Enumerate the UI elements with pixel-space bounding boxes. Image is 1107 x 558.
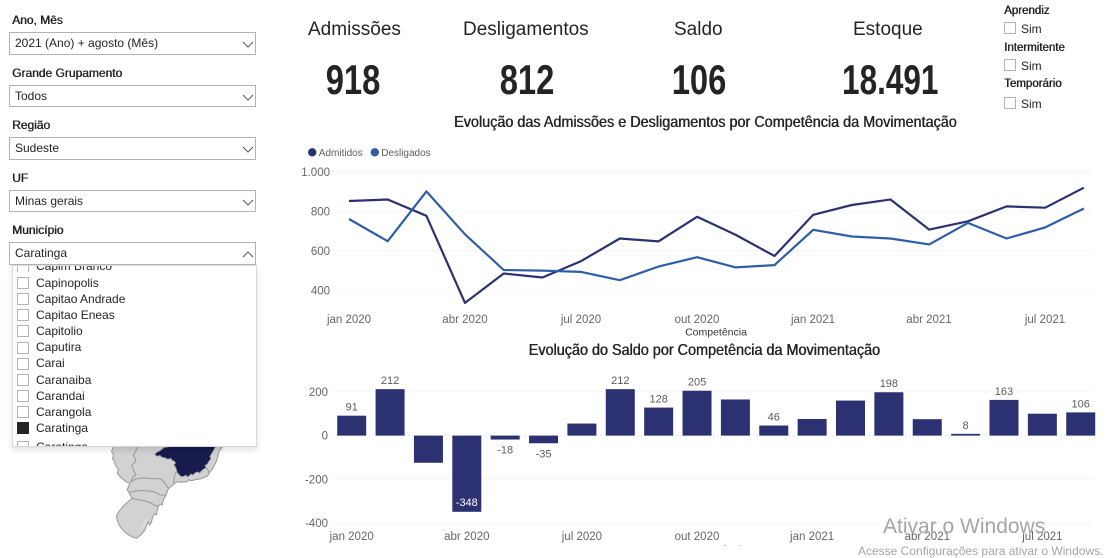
svg-text:jul 2020: jul 2020	[561, 531, 602, 543]
svg-text:200: 200	[309, 387, 328, 399]
svg-text:Admitidos: Admitidos	[319, 148, 363, 159]
svg-text:-18: -18	[497, 445, 513, 457]
svg-text:600: 600	[311, 246, 330, 258]
svg-text:198: 198	[880, 378, 898, 390]
svg-text:jul 2021: jul 2021	[1021, 531, 1062, 543]
svg-text:205: 205	[688, 377, 706, 389]
svg-text:jan 2020: jan 2020	[329, 531, 374, 543]
svg-text:-35: -35	[536, 448, 552, 460]
svg-text:0: 0	[322, 431, 328, 443]
svg-text:-400: -400	[305, 518, 328, 530]
svg-text:jul 2020: jul 2020	[560, 314, 601, 326]
svg-text:1.000: 1.000	[301, 167, 330, 179]
svg-text:jan 2020: jan 2020	[326, 314, 371, 326]
svg-text:-348: -348	[456, 497, 478, 509]
svg-text:106: 106	[1072, 398, 1090, 410]
svg-text:400: 400	[311, 286, 330, 298]
svg-text:212: 212	[611, 375, 629, 387]
svg-text:jan 2021: jan 2021	[789, 531, 834, 543]
svg-text:128: 128	[649, 394, 667, 406]
svg-text:163: 163	[995, 386, 1013, 398]
svg-text:out 2020: out 2020	[675, 314, 720, 326]
svg-text:800: 800	[311, 207, 330, 219]
svg-text:abr 2020: abr 2020	[444, 531, 489, 543]
svg-text:-200: -200	[305, 474, 328, 486]
svg-text:out 2020: out 2020	[675, 531, 720, 543]
svg-text:Competência: Competência	[685, 327, 747, 339]
svg-text:abr 2021: abr 2021	[906, 314, 951, 326]
svg-text:jan 2021: jan 2021	[790, 314, 835, 326]
svg-text:abr 2021: abr 2021	[905, 531, 950, 543]
svg-text:jul 2021: jul 2021	[1024, 314, 1065, 326]
svg-text:46: 46	[768, 412, 780, 424]
svg-text:8: 8	[963, 420, 969, 432]
svg-text:91: 91	[346, 402, 358, 414]
svg-text:212: 212	[381, 375, 399, 387]
svg-text:abr 2020: abr 2020	[442, 314, 487, 326]
svg-text:Desligados: Desligados	[381, 148, 430, 159]
